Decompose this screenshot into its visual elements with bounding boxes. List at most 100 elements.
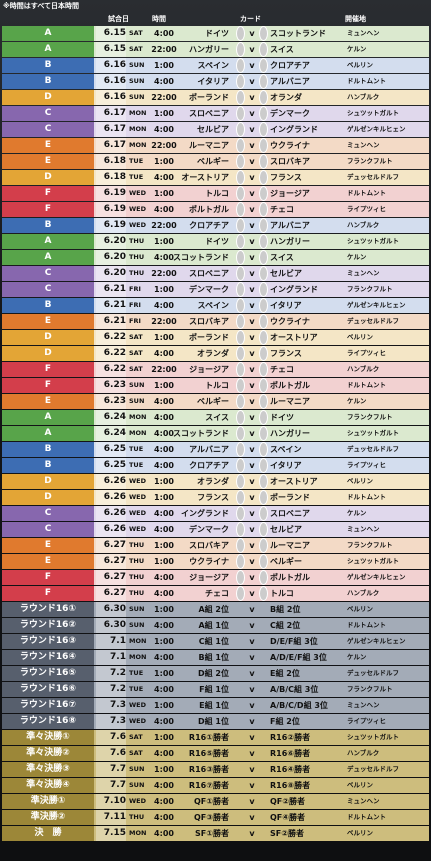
time: 4:00 (154, 621, 174, 630)
date: 6.27 (96, 538, 126, 553)
away-team: デンマーク (270, 109, 310, 118)
away-team: A/B/C組 3位 (270, 685, 319, 694)
away-team: F組 2位 (270, 717, 300, 726)
venue: ドルトムント (347, 189, 386, 197)
match-row: ラウンド16③ 7.1 MON 1:00 C組 1位 v D/E/F組 3位 ゲルゼンキルヒェ… (2, 634, 429, 649)
time: 1:00 (154, 733, 174, 742)
away-team: ポルトガル (270, 381, 310, 390)
home-team: ドイツ (205, 29, 229, 38)
venue: ミュンヘン (347, 701, 380, 709)
venue: シュツットガルト (347, 109, 399, 117)
date: 6.26 (96, 522, 126, 537)
date: 6.25 (96, 442, 126, 457)
group-label: 準々決勝④ (2, 778, 94, 793)
flag (236, 570, 245, 585)
versus: v (249, 317, 255, 326)
home-team: ジョージア (189, 365, 229, 374)
venue: デュッセルドルフ (347, 669, 399, 677)
versus: v (249, 285, 255, 294)
venue: シュツットガルト (347, 429, 399, 437)
match-row: ラウンド16⑧ 7.3 WED 4:00 D組 1位 v F組 2位 ライプツィヒ (2, 714, 429, 729)
time: 4:00 (154, 77, 174, 86)
away-team: チェコ (270, 205, 294, 214)
date: 6.22 (96, 346, 126, 361)
match-row: B 6.25 TUE 4:00 アルバニア v スペイン デュッセルドルフ (2, 442, 429, 457)
venue: ベルリン (347, 61, 373, 69)
home-team: ハンガリー (189, 45, 229, 54)
header-card: カード (240, 15, 261, 23)
time: 1:00 (154, 605, 174, 614)
group-label: F (2, 570, 94, 585)
weekday: SAT (129, 45, 143, 53)
flag (236, 250, 245, 265)
time: 1:00 (154, 493, 174, 502)
date: 6.15 (96, 26, 126, 41)
venue: ハンブルク (347, 221, 380, 229)
date: 6.23 (96, 378, 126, 393)
venue: ベルリン (347, 781, 373, 789)
group-label: B (2, 58, 94, 73)
home-team: A組 1位 (198, 621, 229, 630)
time: 4:00 (154, 749, 174, 758)
group-label: 準々決勝① (2, 730, 94, 745)
match-row: 準々決勝④ 7.7 SUN 4:00 R16⑦勝者 v R16⑧勝者 ベルリン (2, 778, 429, 793)
versus: v (249, 445, 255, 454)
home-team: イタリア (197, 77, 229, 86)
flag (259, 586, 268, 601)
flag (236, 186, 245, 201)
match-row: E 6.27 THU 1:00 スロバキア v ルーマニア フランクフルト (2, 538, 429, 553)
versus: v (249, 429, 255, 438)
date: 7.3 (96, 714, 126, 729)
away-team: イタリア (270, 461, 302, 470)
home-team: フランス (197, 493, 229, 502)
flag (236, 218, 245, 233)
venue: ハンブルク (347, 589, 380, 597)
flag (259, 378, 268, 393)
time: 1:00 (154, 701, 174, 710)
flag (236, 490, 245, 505)
away-team: ポーランド (270, 493, 310, 502)
away-team: R16⑧勝者 (270, 781, 311, 790)
match-row: B 6.25 TUE 4:00 クロアチア v イタリア ライプツィヒ (2, 458, 429, 473)
venue: ライプツィヒ (347, 349, 386, 357)
home-team: ウクライナ (189, 557, 229, 566)
time: 1:00 (154, 765, 174, 774)
weekday: SUN (129, 77, 145, 85)
venue: ドルトムント (347, 381, 386, 389)
date: 6.16 (96, 74, 126, 89)
away-team: オーストリア (270, 333, 318, 342)
match-row: B 6.16 SUN 1:00 スペイン v クロアチア ベルリン (2, 58, 429, 73)
home-team: トルコ (205, 189, 229, 198)
weekday: MON (129, 125, 147, 133)
versus: v (249, 557, 255, 566)
flag (259, 58, 268, 73)
date: 6.21 (96, 314, 126, 329)
home-team: D組 2位 (198, 669, 229, 678)
home-team: スロバキア (189, 541, 229, 550)
versus: v (249, 365, 255, 374)
match-row: D 6.26 WED 1:00 フランス v ポーランド ドルトムント (2, 490, 429, 505)
away-team: チェコ (270, 365, 294, 374)
time: 4:00 (154, 509, 174, 518)
date: 6.26 (96, 490, 126, 505)
home-team: E組 1位 (199, 701, 229, 710)
group-label: F (2, 586, 94, 601)
time: 4:00 (154, 29, 174, 38)
match-row: F 6.19 WED 1:00 トルコ v ジョージア ドルトムント (2, 186, 429, 201)
versus: v (249, 29, 255, 38)
away-team: オーストリア (270, 477, 318, 486)
away-team: イングランド (270, 125, 318, 134)
weekday: THU (129, 269, 145, 277)
match-row: D 6.22 SAT 4:00 オランダ v フランス ライプツィヒ (2, 346, 429, 361)
group-label: E (2, 138, 94, 153)
time: 4:00 (154, 397, 174, 406)
home-team: トルコ (205, 381, 229, 390)
weekday: FRI (129, 301, 141, 309)
flag (236, 378, 245, 393)
weekday: THU (129, 589, 145, 597)
group-label: ラウンド16⑧ (2, 714, 94, 729)
date: 6.26 (96, 506, 126, 521)
venue: ドルトムント (347, 77, 386, 85)
home-team: QF③勝者 (193, 813, 229, 822)
match-row: E 6.17 MON 22:00 ルーマニア v ウクライナ ミュンヘン (2, 138, 429, 153)
